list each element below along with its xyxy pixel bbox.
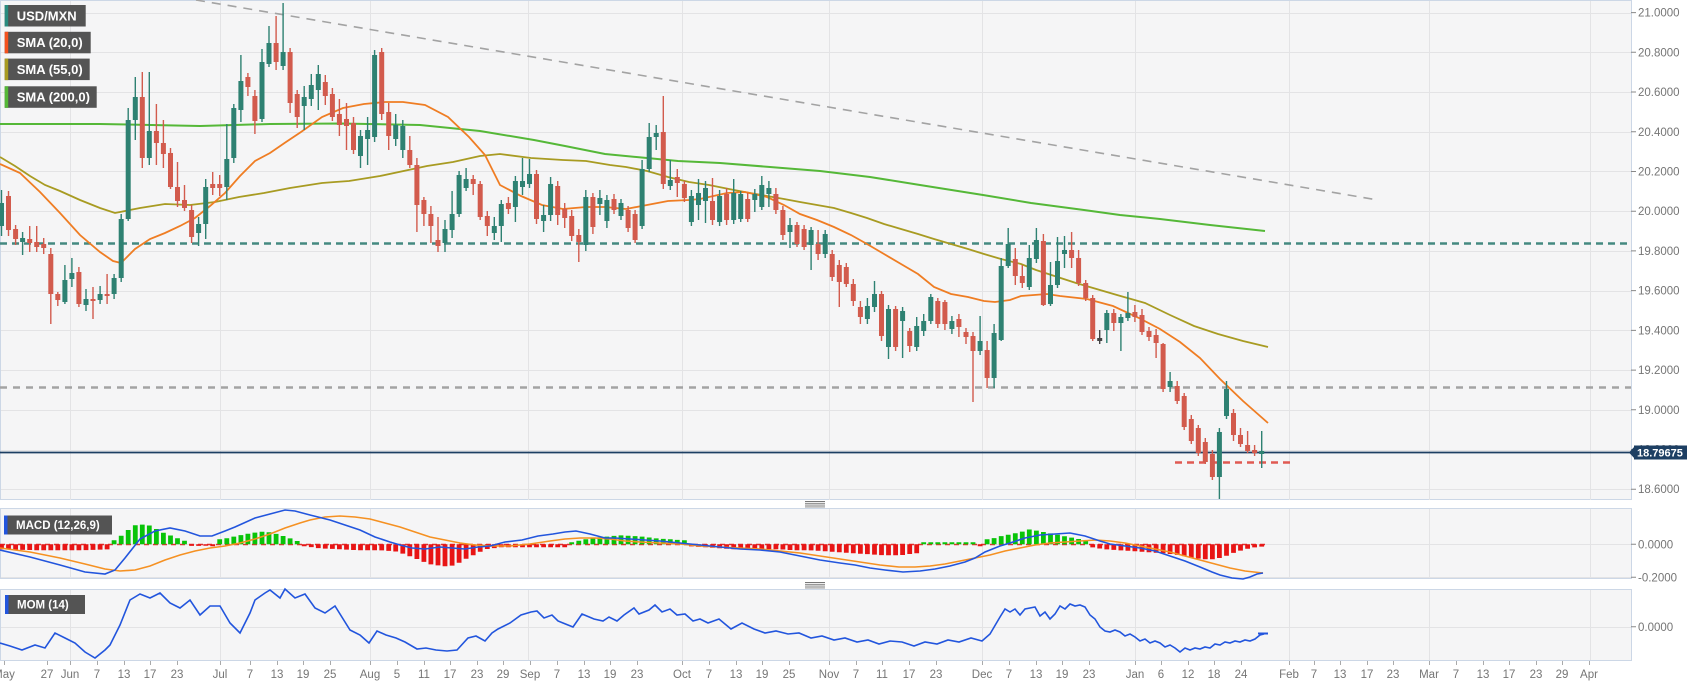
- svg-text:13: 13: [1477, 669, 1490, 681]
- svg-text:13: 13: [118, 669, 131, 681]
- svg-text:Apr: Apr: [1580, 669, 1598, 681]
- svg-text:13: 13: [271, 669, 284, 681]
- svg-text:Nov: Nov: [819, 669, 840, 681]
- svg-text:SMA (20,0): SMA (20,0): [17, 35, 83, 50]
- svg-text:19: 19: [1056, 669, 1069, 681]
- svg-text:23: 23: [471, 669, 484, 681]
- svg-text:25: 25: [783, 669, 796, 681]
- svg-text:7: 7: [1311, 669, 1317, 681]
- svg-text:7: 7: [94, 669, 100, 681]
- svg-text:23: 23: [930, 669, 943, 681]
- svg-text:12: 12: [1182, 669, 1195, 681]
- svg-text:11: 11: [876, 669, 888, 681]
- svg-text:13: 13: [578, 669, 591, 681]
- svg-text:20.6000: 20.6000: [1638, 87, 1680, 99]
- svg-text:19.0000: 19.0000: [1638, 405, 1680, 417]
- svg-text:13: 13: [1030, 669, 1043, 681]
- svg-text:SMA (200,0): SMA (200,0): [17, 90, 90, 105]
- svg-text:20.0000: 20.0000: [1638, 206, 1680, 218]
- svg-text:29: 29: [497, 669, 510, 681]
- svg-text:23: 23: [1387, 669, 1400, 681]
- svg-text:19: 19: [297, 669, 310, 681]
- svg-text:5: 5: [394, 669, 400, 681]
- svg-text:17: 17: [144, 669, 157, 681]
- svg-text:USD/MXN: USD/MXN: [17, 8, 77, 23]
- svg-text:13: 13: [730, 669, 743, 681]
- svg-text:Jul: Jul: [213, 669, 228, 681]
- svg-text:25: 25: [324, 669, 337, 681]
- svg-text:17: 17: [1503, 669, 1516, 681]
- svg-text:7: 7: [1453, 669, 1459, 681]
- svg-text:17: 17: [1361, 669, 1374, 681]
- svg-text:7: 7: [554, 669, 560, 681]
- svg-text:MACD (12,26,9): MACD (12,26,9): [16, 520, 100, 532]
- svg-text:SMA (55,0): SMA (55,0): [17, 62, 83, 77]
- svg-text:May: May: [0, 669, 15, 681]
- svg-text:7: 7: [1006, 669, 1012, 681]
- svg-text:MOM (14): MOM (14): [17, 600, 69, 612]
- svg-text:19.6000: 19.6000: [1638, 286, 1680, 298]
- svg-text:27: 27: [41, 669, 54, 681]
- svg-text:Jan: Jan: [1126, 669, 1145, 681]
- svg-text:19: 19: [756, 669, 769, 681]
- svg-text:18.79675: 18.79675: [1637, 447, 1683, 459]
- svg-text:-0.2000: -0.2000: [1638, 572, 1677, 584]
- svg-text:19.4000: 19.4000: [1638, 325, 1680, 337]
- svg-text:23: 23: [631, 669, 644, 681]
- svg-text:20.8000: 20.8000: [1638, 47, 1680, 59]
- svg-text:20.4000: 20.4000: [1638, 127, 1680, 139]
- svg-text:Jun: Jun: [61, 669, 80, 681]
- svg-text:18: 18: [1208, 669, 1221, 681]
- svg-text:Mar: Mar: [1419, 669, 1439, 681]
- svg-text:17: 17: [903, 669, 916, 681]
- svg-text:0.0000: 0.0000: [1638, 622, 1673, 634]
- svg-text:24: 24: [1235, 669, 1248, 681]
- svg-text:13: 13: [1334, 669, 1347, 681]
- svg-text:Sep: Sep: [520, 669, 540, 681]
- svg-text:Dec: Dec: [972, 669, 993, 681]
- svg-text:19: 19: [604, 669, 617, 681]
- svg-text:23: 23: [1530, 669, 1543, 681]
- svg-text:23: 23: [171, 669, 184, 681]
- svg-text:20.2000: 20.2000: [1638, 167, 1680, 179]
- svg-text:29: 29: [1556, 669, 1569, 681]
- svg-text:21.0000: 21.0000: [1638, 8, 1680, 20]
- svg-text:23: 23: [1083, 669, 1096, 681]
- svg-text:19.8000: 19.8000: [1638, 246, 1680, 258]
- svg-text:Aug: Aug: [360, 669, 380, 681]
- svg-text:6: 6: [1158, 669, 1164, 681]
- svg-text:11: 11: [418, 669, 430, 681]
- svg-text:Feb: Feb: [1279, 669, 1299, 681]
- svg-text:7: 7: [853, 669, 859, 681]
- svg-text:18.6000: 18.6000: [1638, 484, 1680, 496]
- svg-text:17: 17: [444, 669, 457, 681]
- svg-text:7: 7: [247, 669, 253, 681]
- svg-text:19.2000: 19.2000: [1638, 365, 1680, 377]
- svg-text:7: 7: [706, 669, 712, 681]
- svg-text:0.0000: 0.0000: [1638, 539, 1673, 551]
- svg-text:Oct: Oct: [673, 669, 692, 681]
